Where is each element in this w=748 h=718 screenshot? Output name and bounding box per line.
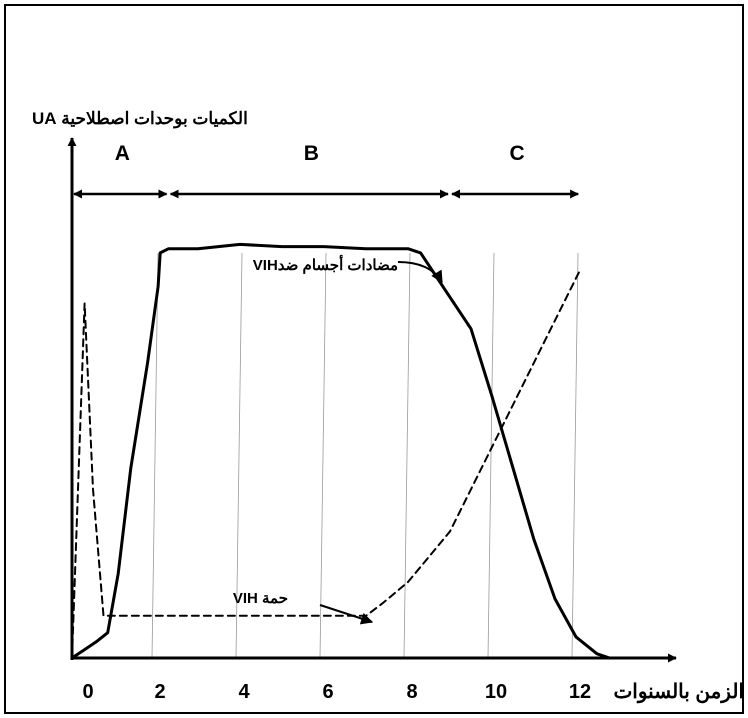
grid-line-10 bbox=[487, 252, 495, 659]
figure-frame bbox=[4, 4, 744, 714]
antibody-label: مضادات أجسام ضدVIH bbox=[253, 254, 398, 274]
x-tick-label: 4 bbox=[238, 681, 250, 703]
x-tick-label: 2 bbox=[154, 681, 165, 703]
grid-line-8 bbox=[403, 252, 411, 659]
x-tick-label: 6 bbox=[322, 681, 333, 703]
grid-line-2 bbox=[151, 252, 159, 659]
virus-label-arrow bbox=[319, 604, 374, 625]
x-tick-label: 0 bbox=[82, 681, 93, 703]
x-axis-title: الزمن بالسنوات bbox=[613, 681, 744, 704]
phase-label-a: A bbox=[115, 142, 130, 165]
virus-label: حمة VIH bbox=[233, 590, 288, 607]
antibody-label-arrow bbox=[397, 261, 443, 284]
virus-curve bbox=[71, 268, 582, 659]
phase-label-c: C bbox=[510, 142, 525, 165]
antibody-curve bbox=[70, 242, 612, 660]
grid-line-4 bbox=[235, 252, 243, 659]
y-axis-title: الكميات بوحدات اصطلاحية UA bbox=[32, 109, 248, 129]
grid-lines bbox=[151, 252, 579, 659]
x-tick-label: 12 bbox=[569, 681, 591, 703]
phase-label-b: B bbox=[304, 142, 319, 165]
grid-line-12 bbox=[571, 252, 579, 659]
x-tick-label: 8 bbox=[406, 681, 417, 703]
x-tick-label: 10 bbox=[485, 681, 507, 703]
grid-line-6 bbox=[319, 252, 327, 659]
